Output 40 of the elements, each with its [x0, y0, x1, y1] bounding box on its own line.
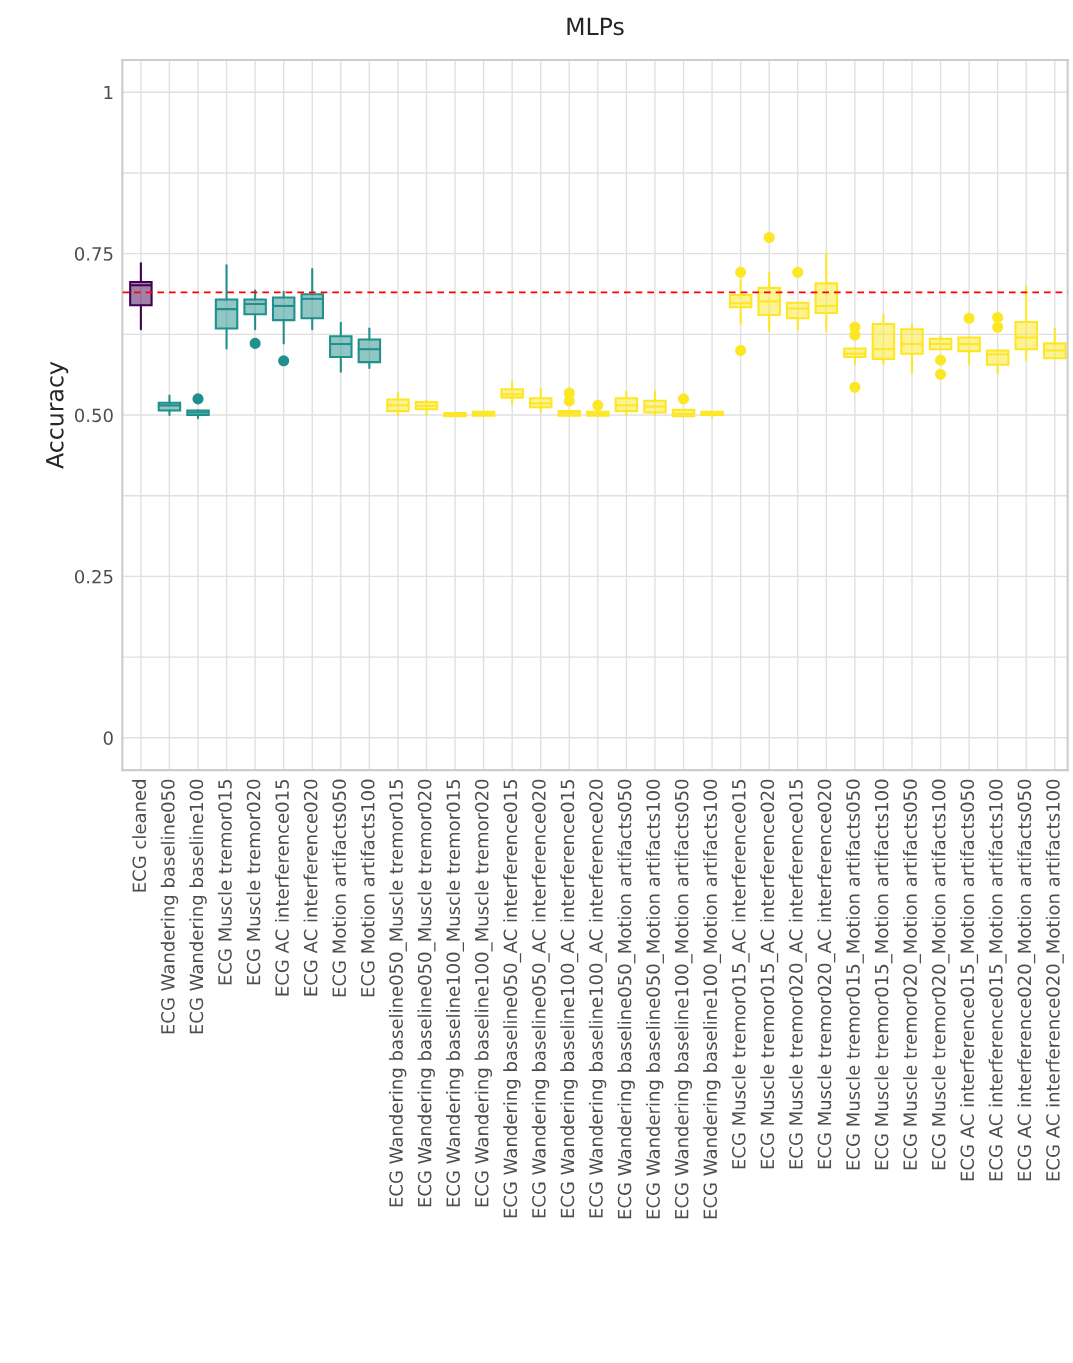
x-tick-label: ECG Motion artifacts050 [332, 779, 347, 997]
y-tick-label: 0 [103, 731, 113, 745]
x-tick-label: ECG Wandering baseline050_AC interference020 [531, 779, 550, 1218]
x-tick-label: ECG AC interference020_Motion artifacts050 [1017, 779, 1036, 1181]
x-tick-label: ECG Muscle tremor015_Motion artifacts100 [874, 779, 893, 1170]
x-tick-label: ECG Muscle tremor020 [246, 779, 261, 985]
x-tick-label: ECG Wandering baseline100_Muscle tremor020 [474, 779, 493, 1207]
x-tick-label: ECG cleaned [132, 780, 147, 892]
x-tick-label: ECG AC interference020 [303, 779, 318, 996]
x-tick-label: ECG Muscle tremor015_AC interference015 [731, 780, 750, 1169]
x-tick-label: ECG Muscle tremor015 [217, 780, 232, 985]
x-tick-label: ECG Wandering baseline100_AC interference015 [560, 780, 579, 1218]
chart-title: MLPs [567, 17, 624, 36]
y-axis-title: Accuracy [46, 361, 69, 469]
x-tick-label: ECG AC interference015_Motion artifacts100 [988, 779, 1007, 1181]
x-tick-label: ECG Wandering baseline050 [160, 779, 179, 1034]
x-tick-label: ECG AC interference015 [274, 780, 289, 996]
x-tick-label: ECG Muscle tremor020_Motion artifacts050 [903, 779, 921, 1170]
x-tick-label: ECG Muscle tremor020_AC interference015 [788, 780, 807, 1169]
x-tick-label: ECG Motion artifacts100 [360, 779, 375, 997]
y-tick-label: 0.75 [74, 247, 113, 261]
x-tick-label: ECG Wandering baseline050_Muscle tremor015 [388, 780, 407, 1207]
x-tick-label: ECG Wandering baseline100_Motion artifacts050 [674, 779, 693, 1219]
y-tick-label: 0.50 [74, 408, 113, 423]
x-tick-label: ECG AC interference015_Motion artifacts050 [960, 779, 979, 1181]
x-tick-label: ECG Wandering baseline100 [189, 779, 207, 1034]
x-tick-label: ECG Muscle tremor015_AC interference020 [760, 779, 779, 1169]
x-tick-label: ECG Wandering baseline050_Motion artifacts050 [617, 779, 636, 1219]
y-tick-label: 0.25 [74, 569, 113, 584]
x-tick-label: ECG Muscle tremor020_AC interference020 [817, 779, 836, 1169]
x-tick-label: ECG Wandering baseline100_AC interference020 [588, 779, 607, 1218]
y-tick-label: 1 [104, 85, 113, 100]
x-tick-label: ECG Wandering baseline050_Motion artifacts100 [645, 779, 664, 1219]
x-tick-label: ECG Wandering baseline050_AC interference015 [503, 780, 522, 1218]
x-tick-label: ECG Wandering baseline050_Muscle tremor020 [417, 779, 436, 1207]
x-tick-label: ECG Muscle tremor020_Motion artifacts100 [931, 779, 950, 1170]
x-tick-label: ECG Muscle tremor015_Motion artifacts050 [845, 779, 864, 1170]
x-tick-label: ECG AC interference020_Motion artifacts100 [1045, 779, 1064, 1181]
x-tick-label: ECG Wandering baseline100_Muscle tremor015 [446, 780, 465, 1207]
x-tick-label: ECG Wandering baseline100_Motion artifacts100 [703, 779, 722, 1219]
